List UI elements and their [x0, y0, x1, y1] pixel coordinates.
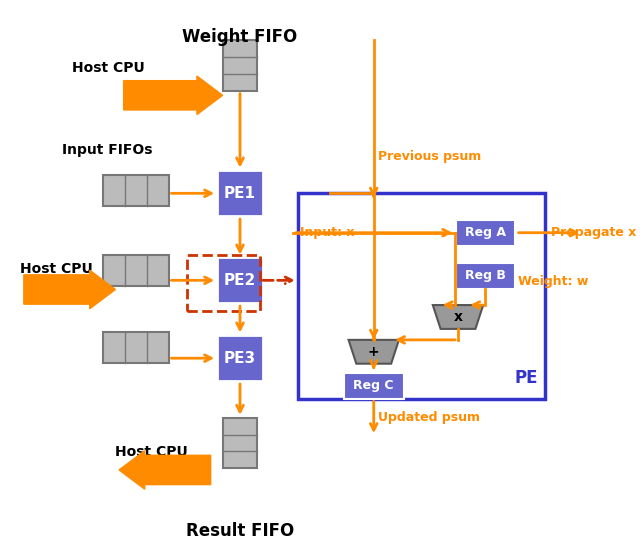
Text: Input: x: Input: x: [300, 226, 355, 239]
Text: Host CPU: Host CPU: [72, 61, 145, 75]
Text: Reg B: Reg B: [465, 269, 506, 282]
Bar: [102, 175, 168, 206]
Bar: [456, 220, 515, 245]
Polygon shape: [433, 305, 483, 329]
Text: Reg A: Reg A: [465, 226, 506, 239]
Text: Updated psum: Updated psum: [378, 411, 480, 424]
FancyArrow shape: [119, 451, 211, 489]
Bar: [223, 41, 257, 90]
Text: Reg C: Reg C: [353, 379, 394, 392]
Text: Host CPU: Host CPU: [115, 445, 188, 458]
Text: Input FIFOs: Input FIFOs: [62, 143, 152, 157]
Bar: [456, 263, 515, 289]
FancyArrow shape: [124, 76, 223, 114]
Bar: [298, 193, 545, 400]
Text: Previous psum: Previous psum: [378, 150, 481, 163]
Text: +: +: [368, 345, 380, 359]
Text: x: x: [454, 310, 463, 324]
Bar: [102, 255, 168, 286]
Bar: [187, 255, 260, 311]
Text: Host CPU: Host CPU: [20, 263, 93, 276]
Text: PE3: PE3: [224, 351, 256, 366]
Bar: [344, 373, 403, 398]
Text: Weight FIFO: Weight FIFO: [182, 28, 298, 46]
Bar: [217, 335, 263, 381]
Bar: [217, 170, 263, 216]
Polygon shape: [349, 340, 399, 364]
Text: PE2: PE2: [224, 273, 256, 288]
Text: Result FIFO: Result FIFO: [186, 522, 294, 540]
FancyArrow shape: [24, 270, 115, 309]
Bar: [223, 418, 257, 468]
Bar: [102, 332, 168, 363]
Text: PE1: PE1: [224, 186, 256, 201]
Text: Propagate x: Propagate x: [550, 226, 636, 239]
Text: PE: PE: [514, 369, 538, 387]
Bar: [217, 258, 263, 303]
Text: Weight: w: Weight: w: [518, 275, 588, 287]
